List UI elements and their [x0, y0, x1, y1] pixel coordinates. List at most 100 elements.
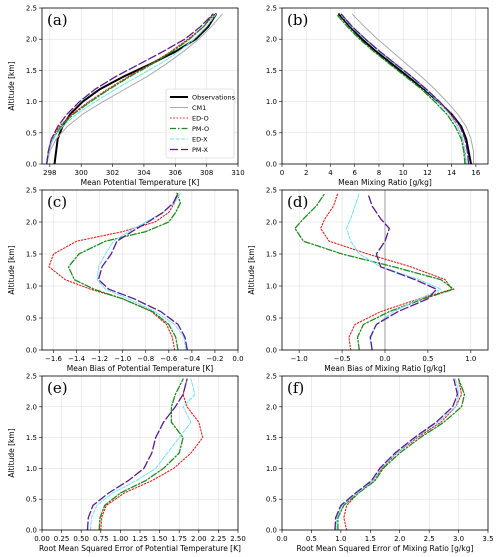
x-tick-label: 3.0 — [453, 535, 464, 543]
panel-f: 0.0 0.5 1.0 1.5 2.0 2.5 3.0 3.5 0.0 0.5 1.0 1.5 2.0 2… — [266, 373, 494, 554]
x-tick-label: −0.4 — [183, 355, 201, 363]
x-tick-label: 4 — [328, 169, 333, 177]
x-tick-label: 0.00 — [34, 535, 50, 543]
series-observations — [53, 13, 217, 164]
series-ed-x — [90, 378, 196, 530]
series-cm1 — [46, 13, 223, 164]
series-pm-o — [335, 13, 466, 164]
x-tick-label: 2.25 — [211, 535, 227, 543]
x-tick-label: −1.2 — [91, 355, 108, 363]
series-ed-x — [345, 192, 442, 350]
y-tick-label: 1.0 — [26, 465, 37, 473]
y-tick-label: 1.0 — [266, 283, 277, 291]
x-tick-label: −0.6 — [160, 355, 178, 363]
y-axis-label: Altitude [km] — [7, 428, 16, 477]
y-tick-label: 0.0 — [26, 161, 37, 169]
y-tick-label: 0.0 — [26, 347, 37, 355]
x-tick-label: −1.6 — [45, 355, 63, 363]
series-ed-x — [46, 13, 217, 164]
y-tick-label: 0.5 — [266, 315, 277, 323]
legend-entry: PM-O — [192, 125, 209, 133]
plot-frame — [281, 7, 489, 165]
series-pm-x — [334, 378, 459, 530]
panel-letter: (a) — [47, 11, 68, 29]
series-group — [294, 192, 455, 350]
panel-letter: (c) — [47, 193, 67, 211]
series-cm1 — [351, 13, 474, 164]
series-pm-x — [46, 13, 214, 164]
x-tick-label: 14 — [447, 169, 456, 177]
y-tick-label: 2.5 — [266, 187, 277, 195]
plot-frame — [41, 189, 239, 351]
x-tick-label: 10 — [399, 169, 408, 177]
y-tick-label: 2.0 — [26, 219, 37, 227]
series-pm-x — [340, 13, 470, 164]
y-tick-label: 0.5 — [26, 496, 37, 504]
panel-letter: (e) — [47, 379, 68, 397]
x-tick-label: 16 — [471, 169, 480, 177]
x-tick-label: 0.0 — [276, 535, 287, 543]
x-tick-label: −0.5 — [334, 355, 351, 363]
series-ed-x — [335, 378, 460, 530]
series-group — [46, 13, 223, 164]
x-tick-label: 0.50 — [73, 535, 89, 543]
series-group — [48, 192, 188, 350]
x-axis-label: Mean Potential Temperature [K] — [81, 178, 200, 187]
x-tick-label: 6 — [352, 169, 357, 177]
x-axis-label: Root Mean Squared Error of Potential Tem… — [39, 544, 241, 553]
y-tick-label: 2.0 — [266, 403, 277, 411]
y-tick-label: 1.0 — [26, 283, 37, 291]
legend-entry: CM1 — [192, 104, 206, 112]
panel-d: −1.0 −0.5 0.0 0.5 1.0 0.0 0.5 1.0 1.5 2.0 2.5 Mean … — [247, 187, 489, 373]
y-tick-label: 2.0 — [266, 36, 277, 44]
panel-letter: (f) — [287, 379, 304, 397]
y-tick-label: 1.5 — [266, 251, 277, 259]
series-ed-o — [100, 378, 204, 530]
panel-letter: (d) — [287, 193, 308, 211]
plot-frame — [281, 375, 489, 531]
x-tick-label: 1.5 — [365, 535, 376, 543]
y-tick-label: 1.5 — [266, 434, 277, 442]
x-tick-label: 2 — [304, 169, 308, 177]
series-pm-o — [337, 378, 466, 530]
y-tick-label: 0.5 — [26, 129, 37, 137]
y-axis-label: Altitude [km] — [7, 245, 16, 294]
x-tick-label: 300 — [75, 169, 88, 177]
y-tick-label: 1.0 — [266, 465, 277, 473]
x-tick-label: 306 — [169, 169, 183, 177]
y-tick-label: 2.5 — [26, 187, 37, 195]
x-tick-label: 1.25 — [132, 535, 148, 543]
y-tick-label: 0.0 — [266, 161, 277, 169]
y-tick-label: 0.0 — [266, 527, 277, 535]
x-tick-label: 2.0 — [394, 535, 405, 543]
series-observations — [338, 13, 472, 164]
x-tick-label: 0.5 — [422, 355, 433, 363]
y-tick-label: 2.0 — [266, 219, 277, 227]
x-tick-label: 0.75 — [93, 535, 109, 543]
y-tick-label: 1.5 — [26, 67, 37, 75]
y-tick-label: 0.5 — [266, 129, 277, 137]
series-pm-x — [97, 192, 188, 350]
panel-b: 0 2 4 6 8 10 12 14 16 0.0 0.5 1.0 1.5 2.0 2.5 Mean Mixi… — [266, 5, 489, 187]
x-tick-label: 2.5 — [424, 535, 435, 543]
y-tick-label: 1.5 — [266, 67, 277, 75]
y-tick-label: 0.0 — [26, 527, 37, 535]
panel-a: 298 300 302 304 306 308 310 0.0 0.5 1.0 1.5 2.0 2.5 M… — [7, 5, 245, 188]
x-tick-label: 3.5 — [482, 535, 493, 543]
x-tick-label: −1.4 — [68, 355, 86, 363]
series-group — [334, 378, 466, 530]
series-ed-o — [343, 378, 463, 530]
legend-entry: ED-O — [192, 114, 209, 122]
x-tick-label: −0.2 — [206, 355, 223, 363]
legend-entry: Observations — [192, 93, 236, 101]
x-tick-label: 2.50 — [230, 535, 246, 543]
x-tick-label: 12 — [423, 169, 432, 177]
y-axis-label: Altitude [km] — [247, 245, 256, 294]
x-tick-label: 302 — [106, 169, 119, 177]
x-tick-label: 0.0 — [232, 355, 243, 363]
series-ed-x — [339, 13, 467, 164]
y-tick-label: 2.5 — [26, 5, 37, 13]
x-tick-label: 1.50 — [152, 535, 168, 543]
y-tick-label: 2.5 — [266, 5, 277, 13]
